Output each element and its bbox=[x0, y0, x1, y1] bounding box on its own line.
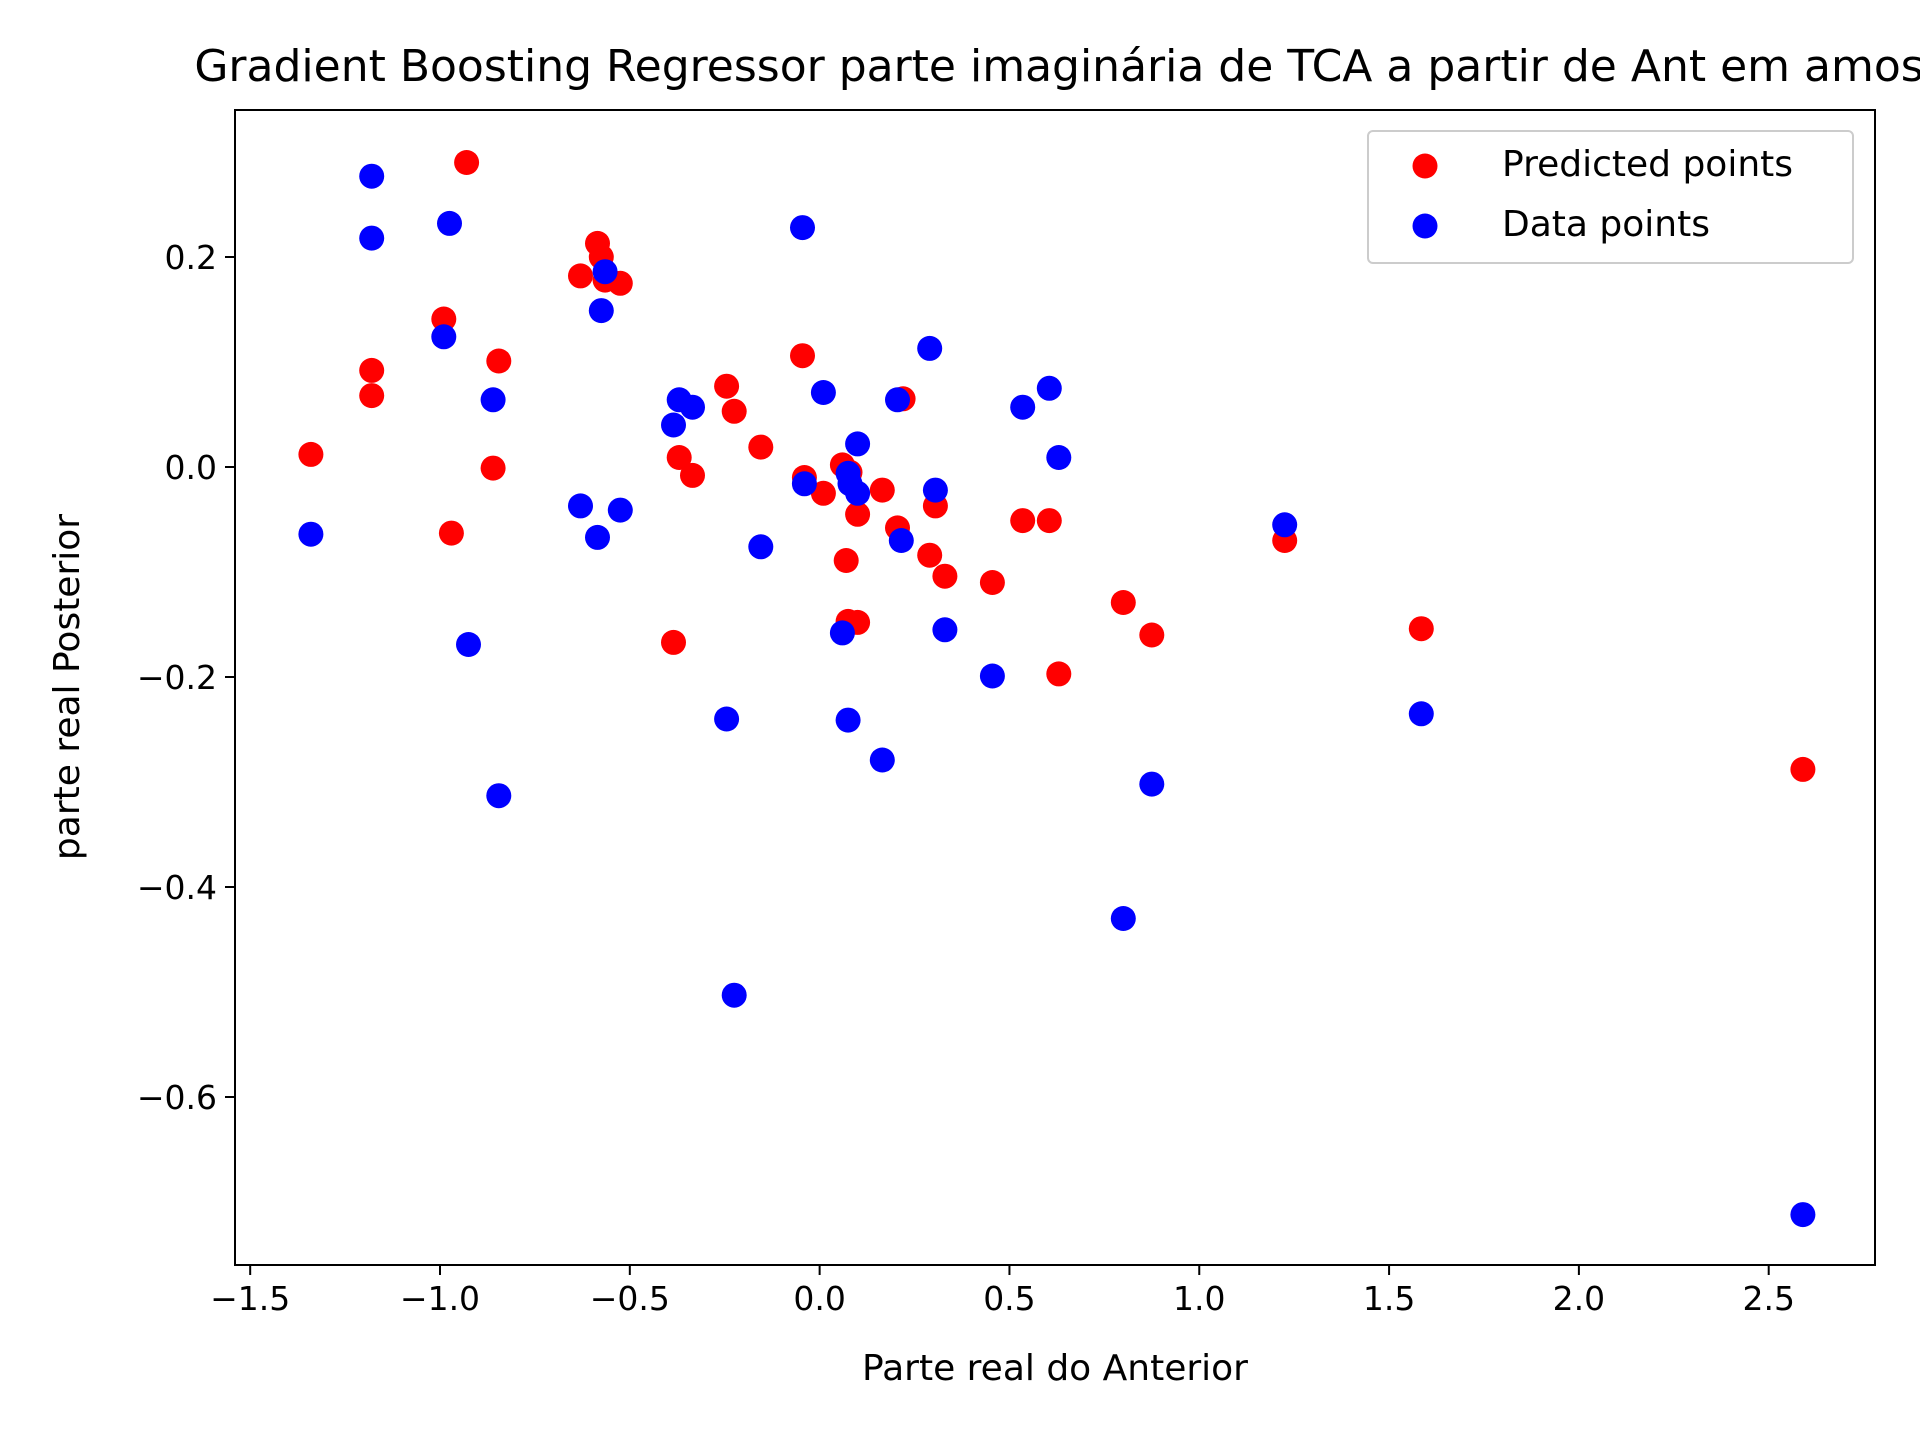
data-point bbox=[568, 493, 593, 519]
legend-label-predicted-points: Predicted points bbox=[1502, 144, 1793, 185]
x-tick-label: 2.5 bbox=[1742, 1279, 1794, 1318]
x-tick-label: 0.0 bbox=[793, 1279, 845, 1318]
y-axis: 0.2 0.0 −0.2 −0.4 −0.6 bbox=[137, 238, 235, 1117]
data-points-layer bbox=[298, 150, 1816, 1228]
data-point bbox=[1010, 394, 1036, 420]
predicted-point bbox=[1046, 661, 1072, 687]
predicted-point bbox=[1139, 622, 1165, 648]
legend-frame bbox=[1367, 130, 1854, 264]
data-point bbox=[1790, 1202, 1816, 1228]
predicted-point bbox=[1408, 616, 1434, 642]
data-point bbox=[486, 783, 512, 809]
data-point bbox=[592, 259, 618, 285]
predicted-point bbox=[680, 462, 705, 488]
predicted-point bbox=[748, 434, 774, 460]
predicted-point bbox=[359, 357, 385, 383]
data-point bbox=[480, 387, 506, 413]
data-point bbox=[1110, 906, 1136, 931]
predicted-point bbox=[454, 150, 480, 175]
predicted-point bbox=[979, 570, 1005, 595]
x-tick-label: 2.0 bbox=[1553, 1279, 1605, 1318]
data-point bbox=[1046, 445, 1072, 470]
data-point bbox=[456, 632, 481, 657]
data-point bbox=[829, 620, 855, 646]
predicted-point bbox=[932, 563, 958, 589]
predicted-point bbox=[714, 373, 740, 399]
data-point bbox=[437, 210, 462, 236]
predicted-point bbox=[721, 398, 747, 424]
data-point bbox=[835, 707, 861, 733]
x-tick-label: −0.5 bbox=[590, 1279, 670, 1318]
data-point bbox=[885, 387, 910, 413]
data-point bbox=[845, 480, 871, 506]
data-point bbox=[359, 225, 385, 251]
plot-area-frame bbox=[234, 109, 1876, 1266]
x-tick-label: 1.0 bbox=[1173, 1279, 1225, 1318]
y-tick-label: 0.0 bbox=[165, 448, 217, 487]
predicted-point bbox=[359, 383, 385, 409]
series-data-points bbox=[298, 163, 1816, 1228]
legend: Predicted points Data points bbox=[1367, 130, 1854, 264]
data-point bbox=[748, 534, 774, 560]
x-tick-label: 0.5 bbox=[983, 1279, 1035, 1318]
data-point bbox=[680, 394, 705, 420]
predicted-point bbox=[833, 548, 859, 573]
predicted-point bbox=[1790, 756, 1816, 782]
legend-marker-predicted-points bbox=[1412, 153, 1438, 179]
legend-marker-data-points bbox=[1412, 213, 1438, 239]
predicted-point bbox=[1010, 508, 1036, 534]
data-point bbox=[1036, 375, 1062, 401]
y-tick-label: −0.6 bbox=[137, 1078, 217, 1117]
predicted-point bbox=[568, 263, 593, 289]
predicted-point bbox=[790, 343, 815, 369]
data-point bbox=[298, 521, 324, 547]
predicted-point bbox=[431, 306, 457, 332]
y-tick-label: −0.4 bbox=[137, 868, 217, 907]
data-point bbox=[791, 471, 817, 497]
predicted-point bbox=[480, 455, 506, 481]
predicted-point bbox=[917, 542, 943, 568]
predicted-point bbox=[666, 445, 692, 470]
data-point bbox=[661, 412, 686, 438]
data-point bbox=[431, 324, 457, 350]
data-point bbox=[607, 497, 633, 523]
data-point bbox=[869, 747, 895, 773]
y-tick-label: −0.2 bbox=[137, 658, 217, 697]
x-axis-label: Parte real do Anterior bbox=[862, 1348, 1248, 1389]
x-axis: −1.5 −1.0 −0.5 0.0 0.5 1.0 1.5 2.0 2.5 bbox=[210, 1265, 1795, 1318]
predicted-point bbox=[661, 629, 686, 655]
data-point bbox=[790, 215, 815, 241]
data-point bbox=[359, 163, 385, 189]
legend-label-data-points: Data points bbox=[1502, 204, 1710, 245]
data-point bbox=[917, 335, 943, 361]
data-point bbox=[845, 431, 871, 457]
y-axis-label: parte real Posterior bbox=[47, 514, 88, 860]
data-point bbox=[1408, 701, 1434, 727]
predicted-point bbox=[869, 477, 895, 503]
data-point bbox=[585, 524, 610, 550]
chart-title: Gradient Boosting Regressor parte imagin… bbox=[194, 41, 1920, 92]
predicted-point bbox=[845, 501, 871, 527]
predicted-point bbox=[486, 348, 512, 374]
data-point bbox=[932, 617, 958, 643]
y-tick-label: 0.2 bbox=[165, 238, 217, 277]
predicted-point bbox=[298, 441, 324, 467]
x-tick-label: −1.5 bbox=[210, 1279, 290, 1318]
data-point bbox=[1272, 512, 1298, 538]
x-tick-label: 1.5 bbox=[1363, 1279, 1415, 1318]
predicted-point bbox=[810, 480, 836, 506]
data-point bbox=[979, 663, 1005, 689]
data-point bbox=[922, 477, 948, 503]
data-point bbox=[888, 528, 914, 553]
data-point bbox=[1139, 771, 1165, 797]
data-point bbox=[721, 982, 747, 1008]
predicted-point bbox=[1110, 590, 1136, 615]
predicted-point bbox=[438, 520, 464, 546]
data-point bbox=[588, 298, 614, 324]
x-tick-label: −1.0 bbox=[400, 1279, 480, 1318]
predicted-point bbox=[1036, 508, 1062, 534]
data-point bbox=[810, 380, 836, 405]
data-point bbox=[714, 706, 740, 732]
